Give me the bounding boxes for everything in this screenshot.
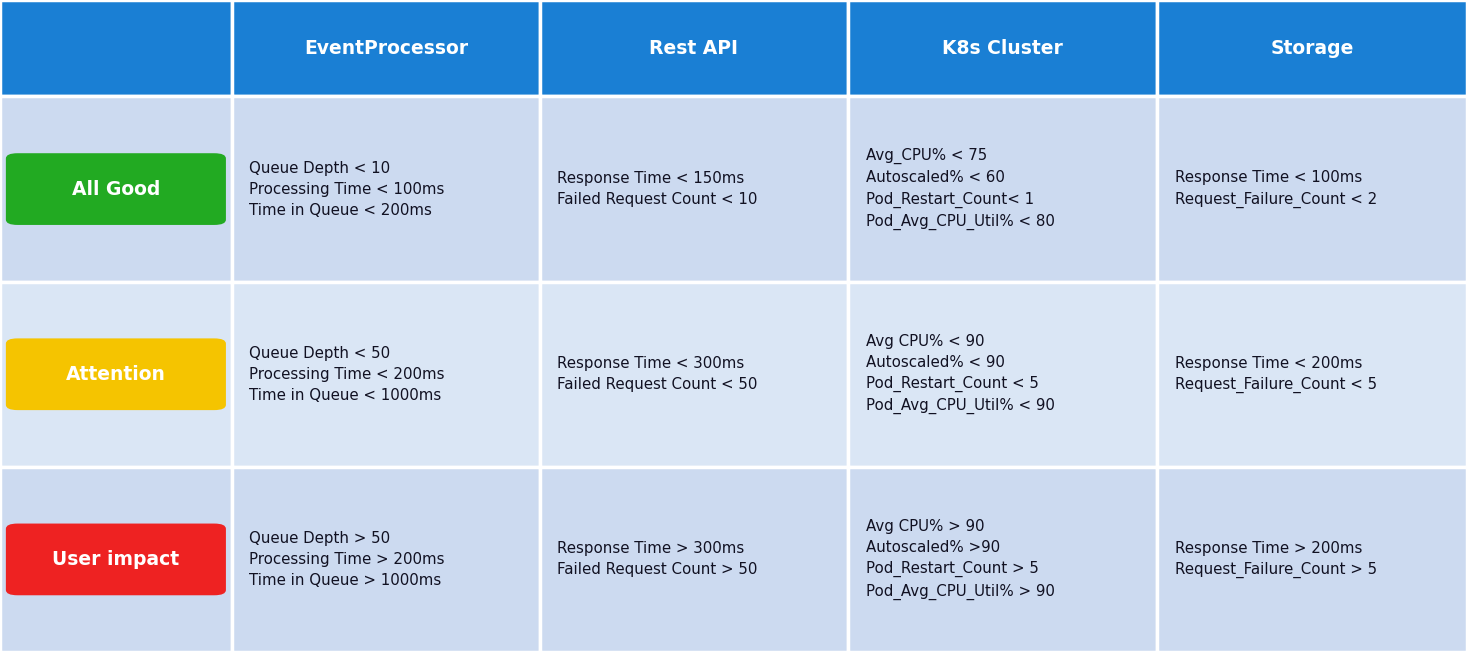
Bar [0, 467, 232, 652]
Text: Attention: Attention [66, 364, 166, 384]
Bar [1157, 467, 1467, 652]
Bar [848, 282, 1157, 467]
Bar [540, 467, 848, 652]
Bar [0, 282, 232, 467]
Text: Response Time < 300ms
Failed Request Count < 50: Response Time < 300ms Failed Request Cou… [557, 356, 758, 393]
Text: Response Time > 200ms
Request_Failure_Count > 5: Response Time > 200ms Request_Failure_Co… [1175, 541, 1378, 578]
Text: All Good: All Good [72, 179, 160, 199]
Bar [0, 0, 232, 96]
Bar [232, 467, 540, 652]
Text: Response Time < 200ms
Request_Failure_Count < 5: Response Time < 200ms Request_Failure_Co… [1175, 355, 1378, 393]
Text: Avg CPU% < 90
Autoscaled% < 90
Pod_Restart_Count < 5
Pod_Avg_CPU_Util% < 90: Avg CPU% < 90 Autoscaled% < 90 Pod_Resta… [866, 334, 1055, 415]
Text: Response Time > 300ms
Failed Request Count > 50: Response Time > 300ms Failed Request Cou… [557, 541, 758, 578]
Bar [1157, 96, 1467, 282]
Text: Queue Depth > 50
Processing Time > 200ms
Time in Queue > 1000ms: Queue Depth > 50 Processing Time > 200ms… [249, 531, 445, 588]
Text: User impact: User impact [53, 550, 179, 569]
FancyBboxPatch shape [6, 524, 226, 595]
Text: Storage: Storage [1270, 38, 1354, 58]
Bar [0, 96, 232, 282]
Text: Response Time < 100ms
Request_Failure_Count < 2: Response Time < 100ms Request_Failure_Co… [1175, 170, 1378, 208]
Text: Queue Depth < 50
Processing Time < 200ms
Time in Queue < 1000ms: Queue Depth < 50 Processing Time < 200ms… [249, 346, 445, 403]
Bar [540, 96, 848, 282]
Bar [1157, 282, 1467, 467]
Bar [848, 0, 1157, 96]
Bar [232, 282, 540, 467]
Bar [1157, 0, 1467, 96]
FancyBboxPatch shape [6, 338, 226, 410]
Bar [232, 96, 540, 282]
Text: Avg_CPU% < 75
Autoscaled% < 60
Pod_Restart_Count< 1
Pod_Avg_CPU_Util% < 80: Avg_CPU% < 75 Autoscaled% < 60 Pod_Resta… [866, 148, 1055, 230]
Text: Queue Depth < 10
Processing Time < 100ms
Time in Queue < 200ms: Queue Depth < 10 Processing Time < 100ms… [249, 160, 445, 218]
Bar [232, 0, 540, 96]
Bar [848, 96, 1157, 282]
Text: Rest API: Rest API [650, 38, 738, 58]
Text: Response Time < 150ms
Failed Request Count < 10: Response Time < 150ms Failed Request Cou… [557, 171, 758, 207]
Text: Avg CPU% > 90
Autoscaled% >90
Pod_Restart_Count > 5
Pod_Avg_CPU_Util% > 90: Avg CPU% > 90 Autoscaled% >90 Pod_Restar… [866, 519, 1055, 600]
Bar [848, 467, 1157, 652]
Bar [540, 0, 848, 96]
Text: K8s Cluster: K8s Cluster [942, 38, 1064, 58]
Text: EventProcessor: EventProcessor [304, 38, 468, 58]
Bar [540, 282, 848, 467]
FancyBboxPatch shape [6, 153, 226, 225]
